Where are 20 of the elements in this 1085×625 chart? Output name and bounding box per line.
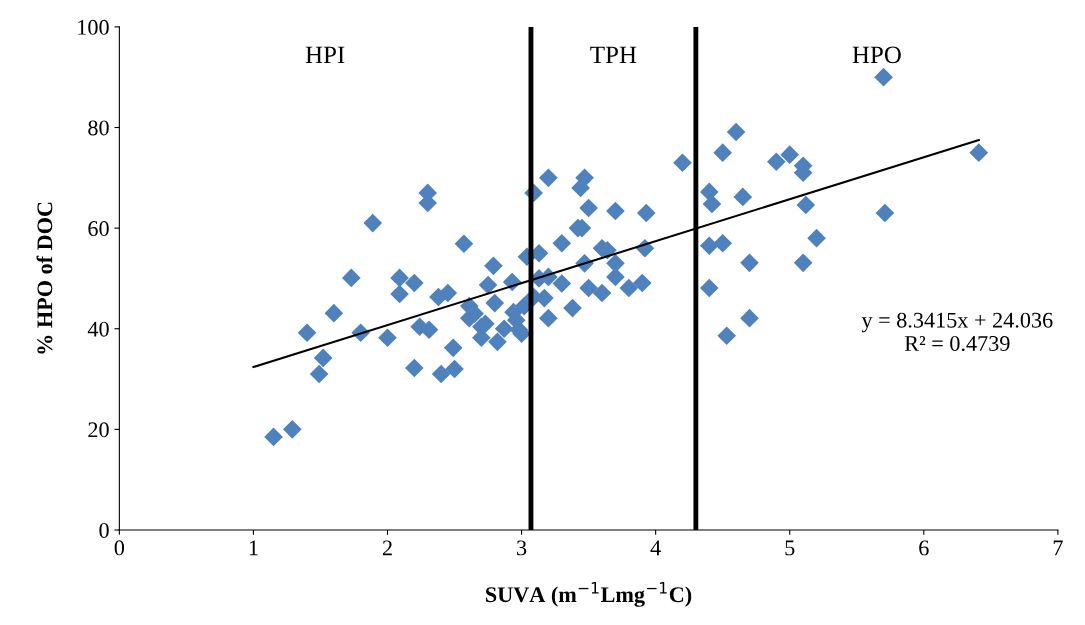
annotation: y = 8.3415x + 24.036 R² = 0.4739 — [861, 312, 1053, 352]
y-tick-label: 80 — [88, 120, 109, 136]
annotation: TPH — [590, 46, 637, 64]
x-tick-label: 5 — [785, 540, 795, 556]
annotation: HPI — [305, 46, 345, 64]
x-tick-label: 3 — [517, 540, 527, 556]
x-tick-label: 4 — [650, 540, 661, 556]
y-axis-title: % HPO of DOC — [36, 202, 53, 354]
x-tick-label: 2 — [382, 540, 392, 556]
y-tick-label: 100 — [78, 19, 109, 35]
x-axis-title: SUVA (m$^{−1}$Lmg$^{−1}$C) — [486, 582, 692, 607]
y-tick-label: 20 — [88, 422, 109, 438]
x-tick-label: 0 — [114, 540, 125, 556]
y-tick-label: 60 — [88, 221, 109, 237]
y-tick-label: 0 — [99, 522, 109, 538]
x-tick-label: 6 — [919, 540, 929, 556]
annotation: HPO — [852, 46, 901, 64]
x-tick-label: 1 — [249, 540, 258, 556]
y-tick-label: 40 — [87, 321, 109, 337]
x-tick-label: 7 — [1053, 540, 1063, 556]
